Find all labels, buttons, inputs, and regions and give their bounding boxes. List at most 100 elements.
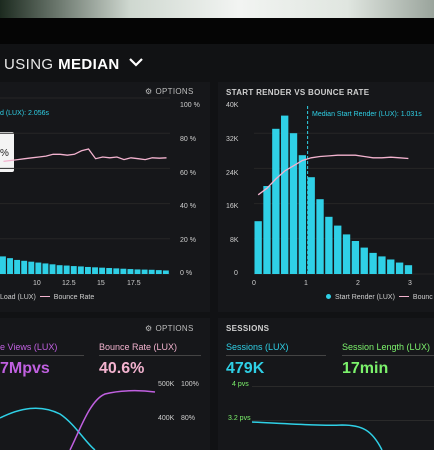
axis-tick: 32K	[226, 136, 239, 143]
bounce-rate-label: Bounce Rate (LUX)	[99, 342, 178, 352]
median-load-label: d (LUX): 2.056s	[0, 110, 50, 117]
histogram-bar	[35, 262, 42, 274]
background-blur	[0, 0, 434, 22]
right-legend: Start Render (LUX) Bounc	[326, 294, 433, 301]
page-views-line	[0, 407, 96, 450]
axis-tick: 100%	[181, 381, 199, 388]
histogram-bar	[289, 133, 298, 274]
histogram-bar	[127, 269, 134, 274]
options-button[interactable]: ⚙ OPTIONS	[145, 324, 194, 333]
gridline	[252, 420, 434, 421]
page-views-label: e Views (LUX)	[0, 342, 58, 352]
histogram-bar	[120, 268, 127, 274]
histogram-bar	[342, 234, 351, 274]
bounce-rate-line	[257, 154, 409, 196]
start-render-chart	[254, 106, 434, 275]
histogram-bar	[254, 221, 262, 274]
histogram-bar	[99, 267, 106, 274]
session-length-value: 17min	[342, 360, 389, 377]
axis-tick: 0 %	[180, 270, 193, 277]
histogram-bar	[21, 260, 28, 274]
histogram-bar	[49, 264, 56, 274]
axis-tick: 24K	[226, 170, 239, 177]
gear-icon: ⚙	[145, 87, 153, 96]
gear-icon: ⚙	[145, 324, 153, 333]
histogram-bar	[395, 262, 404, 274]
histogram-bar	[378, 256, 386, 274]
histogram-bar	[85, 266, 91, 274]
axis-tick: 100 %	[180, 102, 200, 109]
histogram-bar	[325, 216, 333, 274]
tooltip-text: %	[0, 148, 9, 159]
median-start-render-label: Median Start Render (LUX): 1.031s	[312, 111, 422, 118]
histogram-bar	[263, 186, 271, 274]
axis-tick: 0	[234, 270, 238, 277]
axis-tick: 40 %	[180, 203, 196, 210]
dashboard-title[interactable]: USING MEDIAN	[4, 56, 144, 73]
histogram-bar	[272, 128, 280, 274]
histogram-bar	[281, 115, 289, 274]
options-button[interactable]: ⚙ OPTIONS	[145, 87, 194, 96]
tooltip	[0, 132, 14, 172]
x-tick: 3	[408, 280, 412, 287]
histogram-bar	[92, 267, 98, 274]
panel-title: SESSIONS	[226, 324, 270, 333]
axis-tick: 80%	[181, 415, 196, 422]
axis-tick: 60 %	[180, 170, 196, 177]
legend-dot-icon	[326, 294, 331, 299]
axis-tick: 500K	[158, 381, 175, 388]
title-main: MEDIAN	[58, 56, 120, 73]
page-views-sparkline	[0, 389, 156, 450]
chevron-down-icon[interactable]	[129, 58, 144, 67]
bounce-rate-value: 40.6%	[99, 360, 145, 377]
sessions-sub-value: 3.2 pvs	[228, 415, 251, 422]
session-length-label: Session Length (LUX)	[342, 342, 431, 352]
legend-load: Load (LUX)	[0, 294, 36, 301]
divider	[342, 355, 434, 356]
load-bounce-chart	[0, 97, 170, 275]
x-tick: 15	[97, 280, 105, 287]
histogram-bar	[141, 269, 148, 274]
x-tick: 1	[304, 280, 308, 287]
histogram-bar	[307, 177, 315, 274]
divider	[226, 355, 326, 356]
x-tick: 0	[252, 280, 256, 287]
x-tick: 10	[33, 280, 41, 287]
left-legend: Load (LUX) Bounce Rate	[0, 294, 94, 301]
x-tick: 17.5	[127, 280, 141, 287]
legend-line-icon	[39, 296, 50, 297]
panel-title: START RENDER VS BOUNCE RATE	[226, 88, 370, 97]
legend-line-icon	[398, 296, 409, 297]
sessions-panel	[218, 318, 434, 450]
histogram-bar	[56, 265, 63, 274]
bounce-rate-line	[3, 148, 167, 163]
histogram-bar	[298, 155, 307, 274]
axis-tick: 40K	[226, 102, 239, 109]
sessions-sparkline	[251, 421, 383, 450]
histogram-bar	[42, 263, 49, 274]
histogram-bar	[14, 259, 21, 274]
x-tick: 12.5	[62, 280, 76, 287]
axis-tick: 8K	[230, 237, 239, 244]
histogram-bar	[404, 265, 413, 274]
histogram-bar	[387, 259, 395, 274]
x-tick: 2	[356, 280, 360, 287]
sessions-sub-value: 4 pvs	[232, 381, 249, 388]
bounce-rate-line	[69, 389, 156, 450]
histogram-bar	[106, 268, 113, 274]
page-views-panel	[0, 318, 210, 450]
axis-tick: 400K	[158, 415, 175, 422]
divider	[99, 355, 201, 356]
legend-start-render: Start Render (LUX)	[335, 294, 395, 301]
histogram-bar	[113, 268, 120, 274]
legend-bounce: Bounce Rate	[53, 294, 95, 301]
histogram-bar	[334, 225, 342, 274]
histogram-bar	[134, 269, 141, 274]
histogram-bar	[77, 266, 84, 274]
axis-tick: 20 %	[180, 237, 196, 244]
sessions-value: 479K	[226, 360, 265, 377]
axis-tick: 80 %	[180, 136, 196, 143]
divider	[0, 355, 84, 356]
histogram-bar	[316, 199, 324, 274]
histogram-bar	[0, 256, 6, 274]
